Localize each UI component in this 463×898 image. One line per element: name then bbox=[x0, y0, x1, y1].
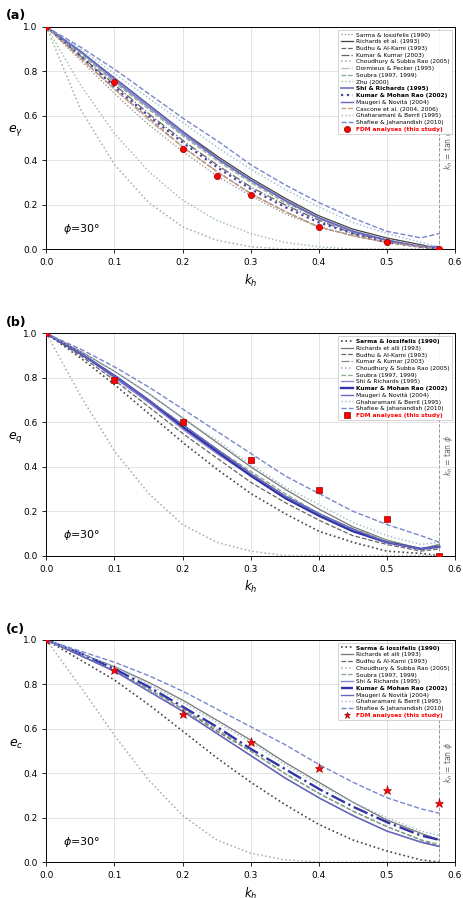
Text: $k_h$ = tan $\phi$: $k_h$ = tan $\phi$ bbox=[441, 128, 454, 170]
Y-axis label: $e_q$: $e_q$ bbox=[8, 429, 23, 445]
Y-axis label: $e_\gamma$: $e_\gamma$ bbox=[8, 123, 23, 138]
X-axis label: $k_h$: $k_h$ bbox=[243, 885, 257, 898]
Legend: Sarma & Iossifelis (1990), Richards et al. (1993), Budhu & Al-Karni (1993), Kuma: Sarma & Iossifelis (1990), Richards et a… bbox=[338, 30, 451, 134]
Text: (b): (b) bbox=[6, 316, 26, 329]
Text: (a): (a) bbox=[6, 10, 26, 22]
Text: (c): (c) bbox=[6, 622, 25, 636]
Y-axis label: $e_c$: $e_c$ bbox=[9, 738, 23, 751]
Text: $k_h$ = tan $\phi$: $k_h$ = tan $\phi$ bbox=[441, 436, 454, 476]
X-axis label: $k_h$: $k_h$ bbox=[243, 273, 257, 289]
Text: $\phi$=30°: $\phi$=30° bbox=[63, 528, 100, 542]
Text: $\phi$=30°: $\phi$=30° bbox=[63, 222, 100, 236]
Legend: Sarma & Iossifelis (1990), Richards et alli (1993), Budhu & Al-Karni (1993), Kum: Sarma & Iossifelis (1990), Richards et a… bbox=[338, 337, 451, 420]
Text: $\phi$=30°: $\phi$=30° bbox=[63, 835, 100, 849]
X-axis label: $k_h$: $k_h$ bbox=[243, 579, 257, 595]
Legend: Sarma & Iossifelis (1990), Richards et alli (1993), Budhu & Al-Karni (1993), Cho: Sarma & Iossifelis (1990), Richards et a… bbox=[338, 643, 451, 720]
Text: $k_h$ = tan $\phi$: $k_h$ = tan $\phi$ bbox=[441, 742, 454, 783]
